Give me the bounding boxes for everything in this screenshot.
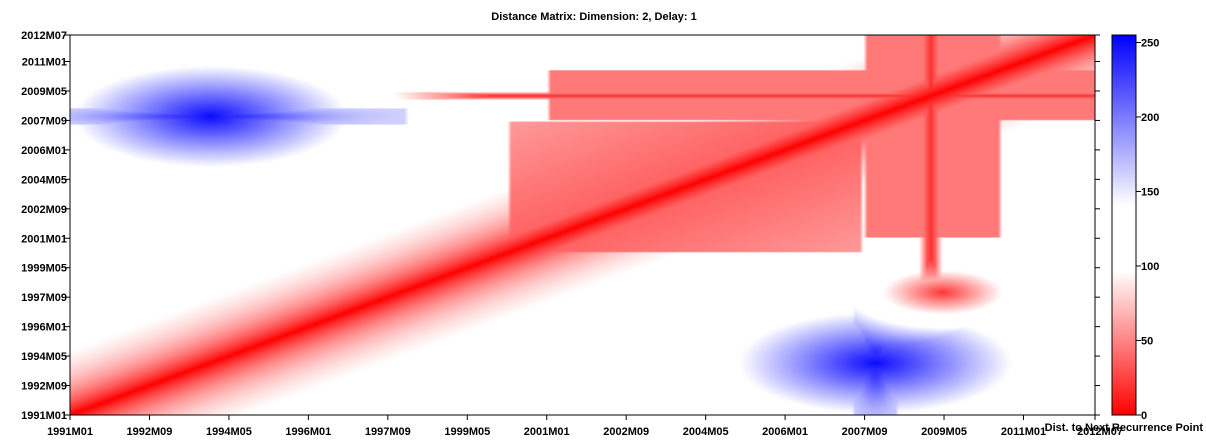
y-tick-label: 2004M05: [21, 174, 67, 186]
x-tick-label: 2006M01: [762, 426, 808, 438]
colorbar-tick-label: 150: [1141, 186, 1159, 198]
colorbar-tick-label: 200: [1141, 112, 1159, 124]
x-tick-label: 2001M01: [524, 426, 570, 438]
y-tick-label: 2009M05: [21, 86, 67, 98]
x-tick-label: 1994M05: [206, 426, 252, 438]
y-tick-label: 2012M07: [21, 30, 67, 42]
y-tick-label: 2002M09: [21, 204, 67, 216]
x-tick-label: 1999M05: [444, 426, 490, 438]
x-tick-label: 1996M01: [285, 426, 331, 438]
x-tick-label: 1992M09: [127, 426, 173, 438]
y-tick-label: 2011M01: [22, 57, 67, 69]
x-tick-label: 1997M09: [365, 426, 411, 438]
y-tick-label: 1997M09: [21, 292, 67, 304]
y-tick-label: 1999M05: [21, 263, 67, 275]
y-tick-label: 1996M01: [21, 322, 67, 334]
x-tick-label: 2012M07: [1077, 426, 1123, 438]
y-tick-label: 2007M09: [21, 115, 67, 127]
colorbar-tick-label: 250: [1141, 37, 1159, 49]
x-axis: 1991M01 1992M09 1994M05 1996M01 1997M09 1999M…: [47, 415, 1123, 438]
y-tick-label: 1991M01: [21, 410, 67, 422]
y-tick-label: 2006M01: [21, 145, 67, 157]
colorbar-tick-label: 0: [1141, 410, 1147, 422]
heatmap-raster: [70, 35, 1095, 415]
x-tick-label: 2007M09: [842, 426, 888, 438]
plot-frame: [69, 34, 1096, 416]
y-axis: 1991M01 1992M09 1994M05 1996M01 1997M09 1999M…: [21, 30, 1100, 422]
colorbar-tick-label: 50: [1141, 335, 1153, 347]
chart-title: Distance Matrix: Dimension: 2, Delay: 1: [491, 11, 696, 23]
colorbar-gradient: [1111, 34, 1137, 416]
y-tick-label: 1992M09: [21, 381, 67, 393]
x-tick-label: 2002M09: [603, 426, 649, 438]
x-tick-label: 2004M05: [683, 426, 729, 438]
colorbar-tick-label: 100: [1141, 261, 1159, 273]
colorbar: 0 50 100 150 200 250: [1111, 34, 1159, 422]
y-tick-label: 2001M01: [21, 233, 67, 245]
x-tick-label: 2011M01: [1001, 426, 1046, 438]
colorbar-label: Dist. to Next Recurrence Point: [1045, 422, 1204, 434]
x-tick-label: 1991M01: [47, 426, 93, 438]
heatmap: [70, 35, 1095, 415]
x-tick-label: 2009M05: [921, 426, 967, 438]
y-tick-label: 1994M05: [21, 351, 67, 363]
